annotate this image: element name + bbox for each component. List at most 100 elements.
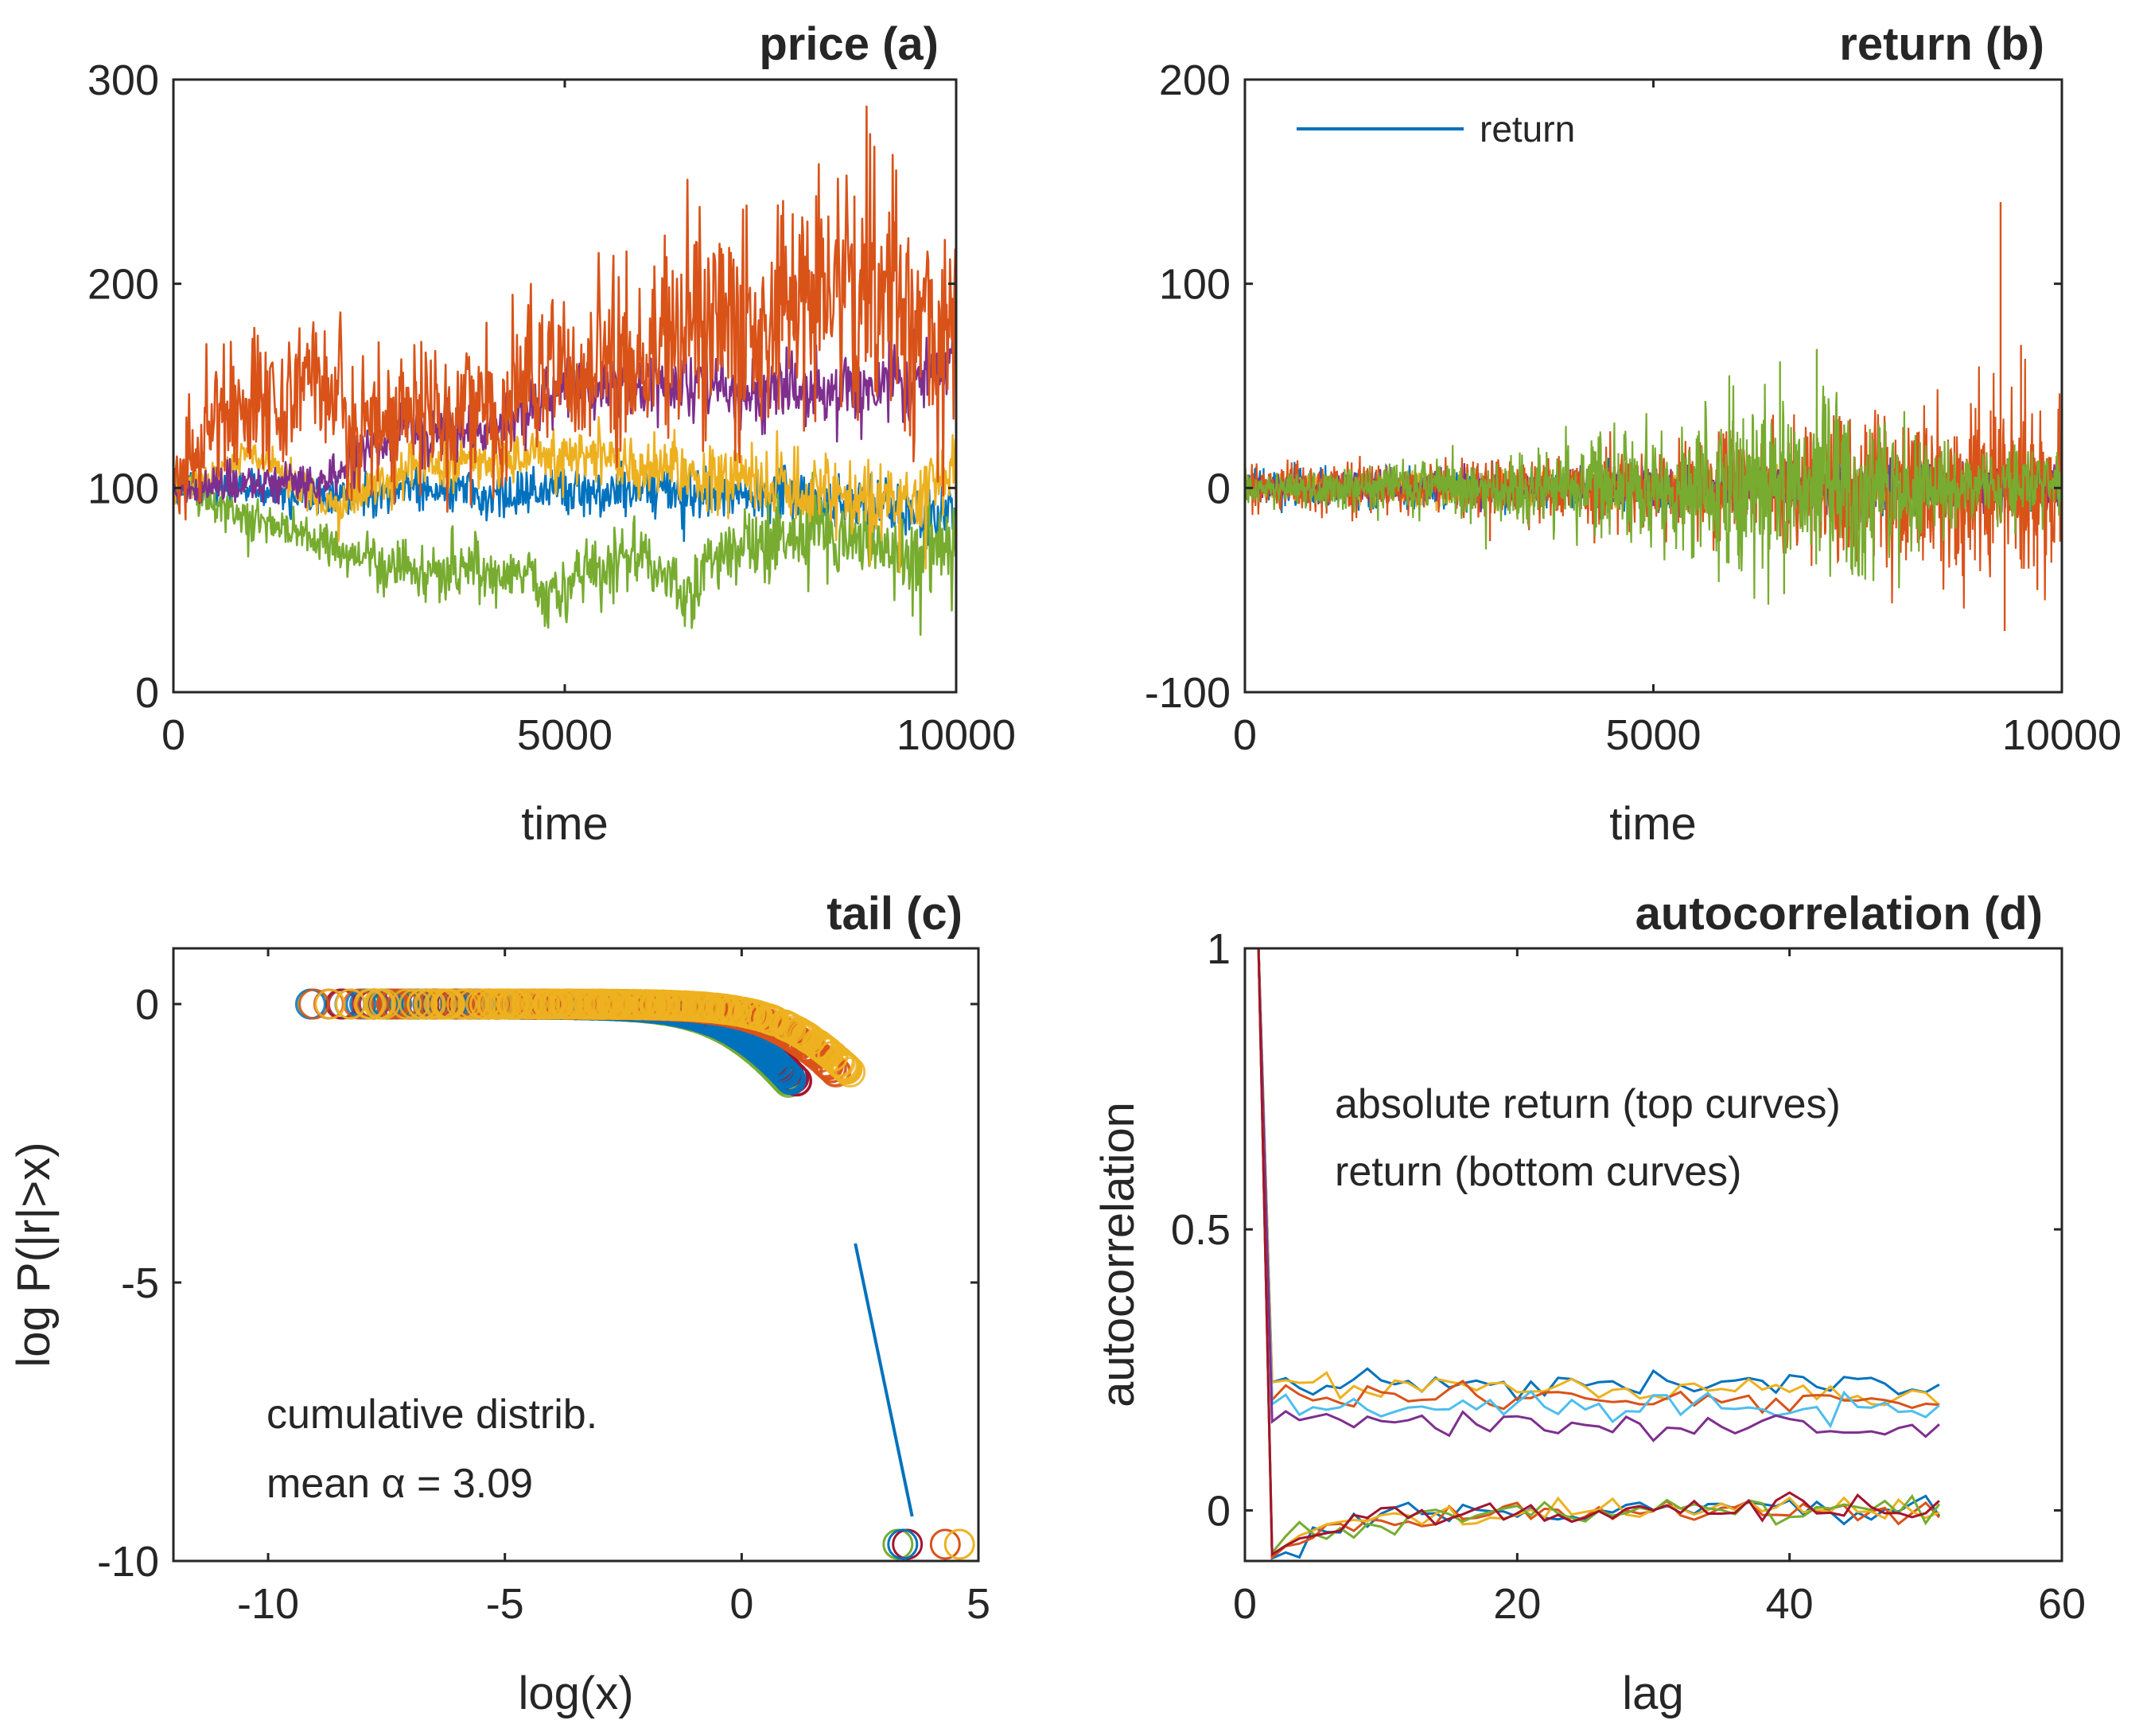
price-line-s2 [173, 105, 956, 521]
tail-marker [375, 988, 407, 1020]
x-tick-label: 5000 [517, 711, 613, 759]
panel-title: price (a) [759, 18, 939, 70]
tail-marker [769, 1058, 801, 1090]
legend-label-return: return [1480, 108, 1575, 150]
price-series [173, 105, 956, 636]
x-tick-label: -10 [237, 1580, 299, 1628]
tail-marker [669, 990, 701, 1022]
tail-marker [552, 988, 584, 1020]
y-tick-label: 0 [1207, 1487, 1231, 1535]
y-tick-label: 1 [1207, 925, 1231, 973]
y-tick-label: -100 [1145, 669, 1231, 717]
tail-marker [699, 992, 731, 1024]
y-tick-label: 100 [88, 465, 159, 512]
tail-marker [600, 988, 632, 1020]
tail-marker [887, 1528, 919, 1560]
tail-marker [772, 1010, 803, 1042]
tail-marker [298, 988, 330, 1020]
panel-price: 0 5000 10000 0 100 200 300 price (a) time [88, 18, 1016, 850]
x-tick-label: 0 [1233, 1580, 1257, 1628]
y-tick-label: 200 [1159, 56, 1231, 104]
x-tick-label: 5 [966, 1580, 990, 1628]
tail-marker [524, 988, 556, 1020]
panel-title: return (b) [1839, 18, 2044, 70]
y-tick-label: 0 [1207, 465, 1231, 512]
x-tick-label: 10000 [2002, 711, 2122, 759]
y-tick-label: 200 [88, 261, 159, 309]
x-tick-label: 20 [1493, 1580, 1541, 1628]
panel-title: autocorrelation (d) [1635, 888, 2043, 940]
price-line-s5 [173, 470, 956, 636]
tail-marker [457, 988, 488, 1020]
y-axis-label: log P(|r|>x) [8, 1142, 60, 1367]
x-tick-label: 40 [1766, 1580, 1814, 1628]
y-tick-label: 0 [135, 669, 159, 717]
tail-marker [754, 1003, 786, 1035]
tail-marker [774, 1063, 806, 1095]
tail-marker [767, 1055, 799, 1087]
plot-area [1245, 80, 2062, 692]
return-series [1245, 202, 2062, 631]
tail-marker [765, 1053, 797, 1085]
acf-abs-abs3 [1257, 948, 1940, 1415]
tail-marker [711, 994, 743, 1026]
tail-marker [834, 1056, 866, 1088]
x-tick-label: 0 [1233, 711, 1257, 759]
x-axis-label: time [521, 798, 609, 850]
y-tick-label: 300 [88, 56, 159, 104]
tail-marker [737, 998, 769, 1030]
axes-box [172, 947, 980, 1563]
tail-marker [355, 988, 387, 1020]
tail-marker [446, 988, 477, 1020]
ticks: 0 5000 10000 0 100 200 300 [88, 56, 1016, 759]
y-tick-label: -10 [97, 1538, 159, 1586]
annotation-line-1: cumulative distrib. [266, 1392, 597, 1438]
x-tick-label: 5000 [1605, 711, 1701, 759]
tail-marker [582, 988, 614, 1020]
tail-marker [539, 988, 571, 1020]
x-tick-label: 0 [161, 711, 185, 759]
annotation-line-2: return (bottom curves) [1335, 1149, 1742, 1195]
x-axis-label: lag [1622, 1668, 1683, 1719]
panel-title: tail (c) [826, 888, 963, 940]
acf-abs-abs2 [1257, 948, 1940, 1407]
plot-area [1245, 948, 2062, 1561]
tail-marker [830, 1052, 861, 1084]
panel-autocorrelation: 0 20 40 60 0 0.5 1 autocorrelation (d) lag aut… [1092, 888, 2086, 1719]
y-tick-label: 0 [135, 981, 159, 1029]
acf-ret-r3 [1257, 948, 1940, 1557]
acf-abs-abs5 [1257, 948, 1940, 1442]
annotation-line-2: mean α = 3.09 [266, 1461, 533, 1507]
tail-marker [632, 989, 663, 1021]
annotation-line-1: absolute return (top curves) [1335, 1081, 1841, 1127]
tail-marker [413, 988, 445, 1020]
y-tick-label: -5 [121, 1259, 159, 1307]
price-line-s4 [173, 328, 956, 508]
tail-marker [648, 989, 679, 1021]
tail-series-s5 [314, 988, 975, 1560]
ticks: 0 20 40 60 0 0.5 1 [1171, 925, 2086, 1628]
x-tick-label: 0 [729, 1580, 753, 1628]
tail-marker [488, 988, 519, 1020]
tail-marker [314, 988, 346, 1020]
tail-marker [431, 988, 463, 1020]
tail-marker [772, 1061, 803, 1092]
x-tick-label: 60 [2038, 1580, 2086, 1628]
legend: return [1297, 108, 1575, 150]
ticks: -10 -5 0 5 -10 -5 0 [97, 948, 990, 1628]
acf-ret-r5 [1257, 948, 1940, 1557]
x-axis-label: log(x) [518, 1668, 633, 1719]
y-tick-label: 0.5 [1171, 1206, 1231, 1254]
tail-marker [656, 990, 688, 1022]
tail-marker [369, 988, 400, 1020]
tail-fit-line [854, 1243, 914, 1517]
tail-marker [791, 1022, 823, 1053]
tail-marker [810, 1034, 841, 1066]
panel-tail: -10 -5 0 5 -10 -5 0 tail (c) log(x) log P(|r|>… [8, 888, 990, 1719]
tail-marker [391, 988, 422, 1020]
x-axis-label: time [1609, 798, 1697, 850]
return-line-s5 [1245, 375, 2062, 605]
